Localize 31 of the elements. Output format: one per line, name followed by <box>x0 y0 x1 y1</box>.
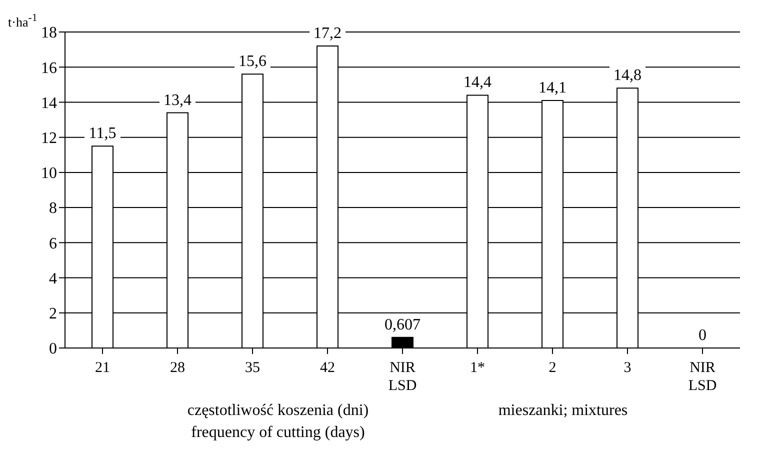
data-label: 11,5 <box>88 125 116 142</box>
x-tick-label: 21 <box>95 360 110 376</box>
y-tick-label: 8 <box>49 200 57 218</box>
data-label: 0,607 <box>384 316 420 334</box>
text: mieszanki; mixtures <box>497 401 629 421</box>
data-label: 13,4 <box>164 92 192 109</box>
text: częstotliwość koszenia (dni) frequency of cutting (days) <box>186 401 370 443</box>
y-tick-label: 16 <box>41 60 57 77</box>
x-tick-label: 35 <box>245 360 260 376</box>
y-tick-label: 2 <box>49 306 57 323</box>
y-tick-label: 14 <box>41 94 57 112</box>
y-tick-label: 6 <box>49 235 57 252</box>
x-tick-label: NIR LSD <box>688 360 717 394</box>
y-tick-label: 4 <box>49 270 57 288</box>
data-label: 14,4 <box>464 74 492 92</box>
y-tick-label: 12 <box>41 130 57 148</box>
x-tick-label: 3 <box>624 360 632 376</box>
y-tick-label: 10 <box>41 165 57 182</box>
x-tick-label: 42 <box>320 360 335 376</box>
x-tick-label: 28 <box>170 360 185 376</box>
data-label: 0 <box>698 327 706 344</box>
data-label: 15,6 <box>238 53 266 70</box>
data-label: 14,1 <box>538 79 566 96</box>
x-tick-label: 1* <box>470 360 485 376</box>
y-axis-title: t·ha$^{-1}$ <box>8 12 38 30</box>
data-label: 14,8 <box>614 67 642 84</box>
y-tick-label: 0 <box>49 340 57 358</box>
data-label: 17,2 <box>314 25 342 42</box>
y-tick-label: 18 <box>41 24 57 42</box>
x-tick-label: 2 <box>548 360 556 376</box>
x-tick-label: NIR LSD <box>388 360 417 394</box>
